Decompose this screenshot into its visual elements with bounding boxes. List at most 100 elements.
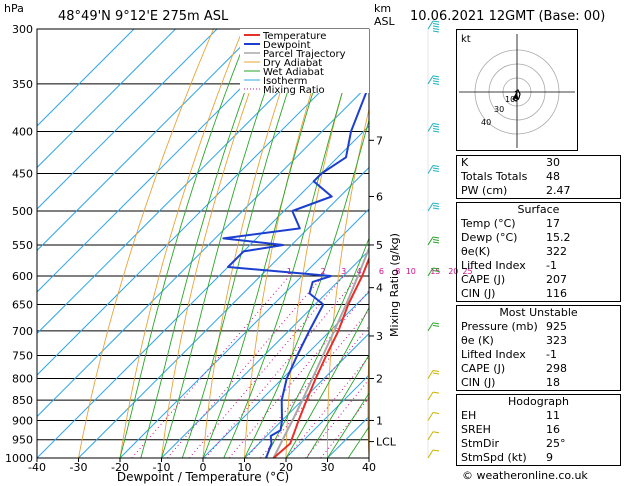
mu-cape-value: 298 [546, 362, 567, 375]
isotherm-10 [244, 332, 369, 458]
mu-pres-row: Pressure (mb) 925 [457, 320, 620, 334]
pressure-tick-700: 700 [12, 325, 33, 338]
x-axis-title: Dewpoint / Temperature (°C) [117, 470, 289, 484]
wind-barb-flag-550-2 [432, 241, 440, 244]
mu-li-value: -1 [546, 348, 557, 361]
x-tick--40: -40 [28, 461, 46, 474]
wind-barbs [427, 20, 440, 459]
tt-row: Totals Totals 48 [457, 170, 620, 184]
background-lines [37, 29, 369, 458]
series-dewpoint [222, 82, 369, 458]
mixing-ratio-label-20: 20 [448, 267, 458, 276]
x-tick--20: -20 [111, 461, 129, 474]
wind-barb-flag-500-0 [432, 202, 440, 205]
tt-value: 48 [546, 170, 560, 183]
mu-title: Most Unstable [499, 306, 578, 319]
isotherm--20 [119, 208, 369, 458]
pressure-tick-800: 800 [12, 372, 33, 385]
wind-barb-flag-600-1 [432, 269, 440, 272]
pressure-tick-400: 400 [12, 126, 33, 139]
wind-barb-flag-400-2 [432, 128, 440, 131]
wet-adiabat--10 [161, 29, 288, 458]
isotherm--60 [37, 42, 369, 376]
k-row: K 30 [457, 156, 620, 170]
wet-adiabat-15 [264, 237, 369, 458]
mu-cin-label: CIN (J) [461, 376, 496, 389]
mu-pres-label: Pressure (mb) [461, 320, 538, 333]
pressure-tick-300: 300 [12, 23, 33, 36]
hodo-ring-label-10: 10 [505, 95, 515, 104]
km-tick-6: 6 [376, 190, 383, 203]
mixing-ratio-label-8: 8 [395, 267, 400, 276]
surface-cape-row: CAPE (J) 207 [457, 273, 620, 287]
wind-barb-staff-700 [427, 322, 434, 332]
dry-adiabat--10 [161, 29, 273, 458]
wet-adiabat-5 [223, 29, 362, 458]
surface-dewp-row: Dewp (°C) 15.2 [457, 231, 620, 245]
wind-barb-staff-900 [427, 412, 434, 421]
stmdir-value: 25° [546, 437, 566, 450]
mixing-ratio-label-25: 25 [462, 267, 472, 276]
stmspd-row: StmSpd (kt) 9 [457, 451, 620, 465]
mixing-ratio-line-2 [167, 275, 324, 458]
km-asl-label: km ASL [374, 2, 395, 28]
axes-layer: 1 2 3 4 6 8 10 15 20 2530035040045050055060065070… [5, 23, 473, 474]
isotherm--100 [37, 29, 218, 210]
k-value: 30 [546, 156, 560, 169]
wind-barb-flag-400-0 [432, 123, 440, 126]
x-tick-30: 30 [321, 461, 335, 474]
mixing-ratio-label-4: 4 [356, 267, 361, 276]
pressure-tick-600: 600 [12, 270, 33, 283]
wind-barb-flag-350-2 [432, 80, 440, 83]
km-tick-4: 4 [376, 282, 383, 295]
wind-barb-flag-300-2 [432, 25, 440, 28]
legend-dry: Dry Adiabat [263, 58, 322, 69]
wet-adiabat-0 [202, 29, 334, 458]
sreh-label: SREH [461, 423, 491, 436]
wind-barb-flag-400-3 [432, 130, 440, 133]
km-tick-3: 3 [376, 330, 383, 343]
wind-barb-staff-300 [427, 20, 434, 30]
x-tick-20: 20 [279, 461, 293, 474]
x-tick-0: 0 [200, 461, 207, 474]
wind-barb-flag-300-4 [432, 30, 440, 33]
legend: Temperature Dewpoint Parcel Trajectory D… [240, 29, 369, 96]
wind-barb-flag-300-3 [432, 28, 440, 30]
mixing-ratio-label-10: 10 [406, 267, 416, 276]
isotherm--70 [37, 29, 342, 335]
wind-barb-staff-550 [427, 236, 434, 246]
series-temperature [272, 256, 369, 458]
eh-label: EH [461, 409, 477, 422]
index-box-hodograph: Hodograph EH 11 SREH 16 StmDir 25° StmSpd (… [456, 394, 621, 466]
mixing-ratio-label-3: 3 [341, 267, 346, 276]
wind-barb-flag-900-0 [432, 411, 440, 414]
wind-barb-flag-950-0 [432, 431, 440, 434]
km-label: km [374, 2, 392, 15]
wind-barb-staff-800 [427, 370, 434, 379]
wet-adiabat-25 [306, 354, 369, 458]
hodo-ring-label-30: 30 [494, 105, 504, 114]
x-tick--30: -30 [70, 461, 88, 474]
surface-theta-row: θe(K) 322 [457, 245, 620, 259]
mixing-ratio-label-1: 1 [287, 267, 292, 276]
wind-barb-flag-850-0 [432, 391, 440, 394]
wind-barb-flag-300-0 [432, 20, 440, 23]
legend-wet: Wet Adiabat [263, 67, 324, 78]
wind-barb-staff-950 [427, 431, 434, 440]
wind-barb-staff-600 [427, 267, 434, 277]
surface-li-label: Lifted Index [461, 259, 526, 272]
wind-barb-flag-350-1 [432, 77, 440, 80]
km-tick-1: 1 [376, 414, 383, 427]
pressure-tick-900: 900 [12, 414, 33, 427]
dry-adiabat-40 [367, 342, 369, 458]
surface-cape-label: CAPE (J) [461, 273, 506, 286]
mu-cape-label: CAPE (J) [461, 362, 506, 375]
isotherm--120 [37, 29, 135, 127]
mu-theta-value: 323 [546, 334, 567, 347]
stmspd-value: 9 [546, 451, 553, 464]
wet-adiabat--5 [181, 29, 310, 458]
wind-barb-staff-350 [427, 75, 434, 85]
x-tick-10: 10 [238, 461, 252, 474]
eh-value: 11 [546, 409, 560, 422]
